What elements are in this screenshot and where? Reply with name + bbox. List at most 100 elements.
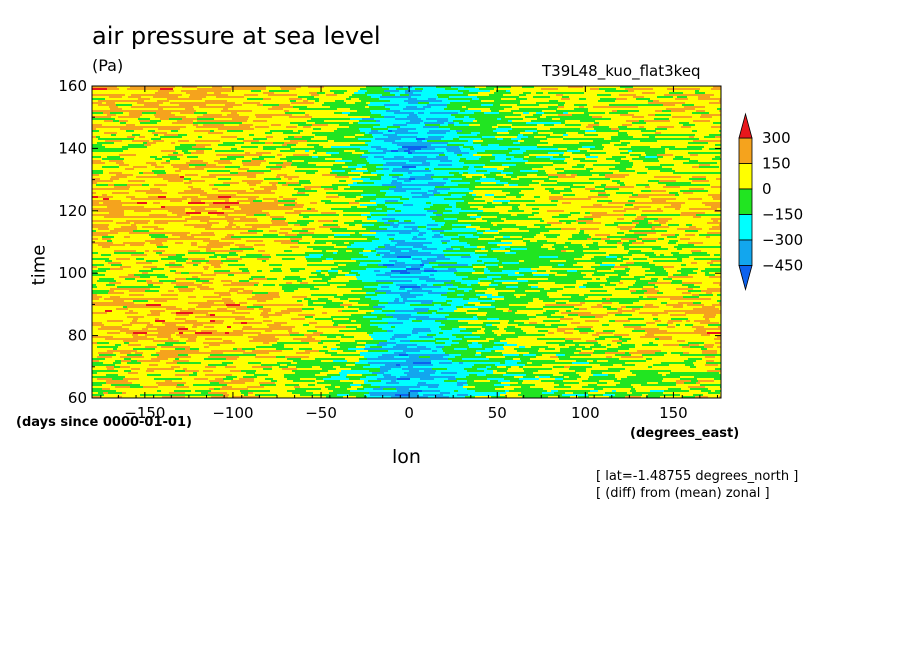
heatmap-cell xyxy=(303,170,319,173)
heatmap-cell xyxy=(597,94,612,97)
heatmap-cell xyxy=(393,198,401,201)
heatmap-cell xyxy=(307,210,314,213)
heatmap-cell xyxy=(92,184,97,187)
heatmap-cell xyxy=(557,226,574,229)
heatmap-cell xyxy=(533,132,539,135)
heatmap-cell xyxy=(319,246,328,249)
heatmap-cell xyxy=(523,238,540,241)
heatmap-cell xyxy=(217,146,225,149)
heatmap-cell xyxy=(634,102,642,105)
heatmap-cell xyxy=(365,242,381,245)
heatmap-cell xyxy=(535,164,540,167)
heatmap-cell xyxy=(92,156,102,159)
heatmap-cell xyxy=(260,246,277,249)
heatmap-cell xyxy=(468,218,477,221)
heatmap-cell xyxy=(180,144,197,147)
heatmap-cell xyxy=(307,208,312,211)
heatmap-cell xyxy=(516,232,524,235)
heatmap-cell xyxy=(592,238,602,241)
heatmap-cell xyxy=(134,88,148,91)
heatmap-cell xyxy=(677,96,688,99)
heatmap-cell xyxy=(482,136,496,139)
heatmap-cell xyxy=(324,134,339,137)
heatmap-cell xyxy=(426,144,432,147)
heatmap-cell xyxy=(374,156,385,159)
heatmap-cell xyxy=(264,248,269,251)
heatmap-cell xyxy=(411,134,422,137)
heatmap-cell xyxy=(246,144,262,147)
heatmap-cell xyxy=(677,228,685,231)
heatmap-cell xyxy=(543,98,550,101)
heatmap-cell xyxy=(322,106,327,109)
heatmap-cell xyxy=(120,128,128,131)
heatmap-cell xyxy=(294,188,306,191)
heatmap-cell xyxy=(372,240,384,243)
heatmap-cell xyxy=(397,242,411,245)
heatmap-cell xyxy=(349,202,360,205)
heatmap-cell xyxy=(429,168,435,171)
heatmap-cell xyxy=(368,156,375,159)
heatmap-cell xyxy=(681,170,689,173)
heatmap-cell xyxy=(189,140,196,143)
heatmap-cell xyxy=(688,242,704,245)
heatmap-cell xyxy=(524,156,530,159)
heatmap-cell xyxy=(92,244,99,247)
heatmap-cell xyxy=(345,196,357,199)
heatmap-cell xyxy=(584,236,592,239)
heatmap-cell xyxy=(605,186,623,189)
heatmap-cell xyxy=(680,184,694,187)
heatmap-cell xyxy=(276,176,281,179)
heatmap-cell xyxy=(580,150,588,153)
heatmap-cell xyxy=(639,208,654,211)
heatmap-cell xyxy=(617,110,627,113)
heatmap-cell xyxy=(610,208,625,211)
heatmap-cell xyxy=(563,194,576,197)
heatmap-cell xyxy=(566,132,579,135)
heatmap-cell xyxy=(434,234,441,237)
heatmap-cell xyxy=(315,208,322,211)
heatmap-cell xyxy=(470,118,476,121)
heatmap-cell xyxy=(507,88,520,91)
heatmap-cell xyxy=(279,232,289,235)
heatmap-cell xyxy=(191,152,205,155)
heatmap-cell xyxy=(490,90,497,93)
heatmap-cell xyxy=(691,128,700,131)
heatmap-cell xyxy=(257,168,271,171)
heatmap-cell xyxy=(640,108,651,111)
heatmap-cell xyxy=(209,242,224,245)
heatmap-cell xyxy=(423,210,428,213)
heatmap-cell xyxy=(464,188,470,191)
heatmap-cell xyxy=(707,232,718,235)
heatmap-cell xyxy=(92,132,105,135)
heatmap-cell xyxy=(484,148,501,151)
heatmap-cell xyxy=(295,164,311,167)
heatmap-cell xyxy=(92,154,103,157)
heatmap-cell xyxy=(228,108,242,111)
heatmap-cell xyxy=(242,104,252,107)
heatmap-cell xyxy=(678,150,696,153)
heatmap-cell xyxy=(249,234,264,237)
heatmap-cell xyxy=(103,170,112,173)
heatmap-cell xyxy=(392,176,400,179)
heatmap-cell xyxy=(157,224,168,227)
heatmap-cell xyxy=(664,206,682,209)
heatmap-cell xyxy=(144,144,152,147)
heatmap-cell xyxy=(608,140,621,143)
heatmap-cell xyxy=(290,238,303,241)
heatmap-cell xyxy=(407,184,418,187)
heatmap-cell xyxy=(92,162,106,165)
heatmap-cell xyxy=(108,184,115,187)
heatmap-cell xyxy=(614,142,622,145)
heatmap-cell xyxy=(190,230,208,233)
heatmap-cell xyxy=(588,240,606,243)
heatmap-cell xyxy=(111,176,123,179)
heatmap-cell xyxy=(710,96,716,99)
heatmap-cell xyxy=(351,228,356,231)
heatmap-cell xyxy=(576,152,590,155)
heatmap-cell xyxy=(263,194,269,197)
heatmap-cell xyxy=(246,216,261,219)
heatmap-cell xyxy=(650,142,664,145)
heatmap-cell xyxy=(527,248,538,251)
heatmap-cell xyxy=(631,88,640,91)
heatmap-cell xyxy=(456,202,469,205)
